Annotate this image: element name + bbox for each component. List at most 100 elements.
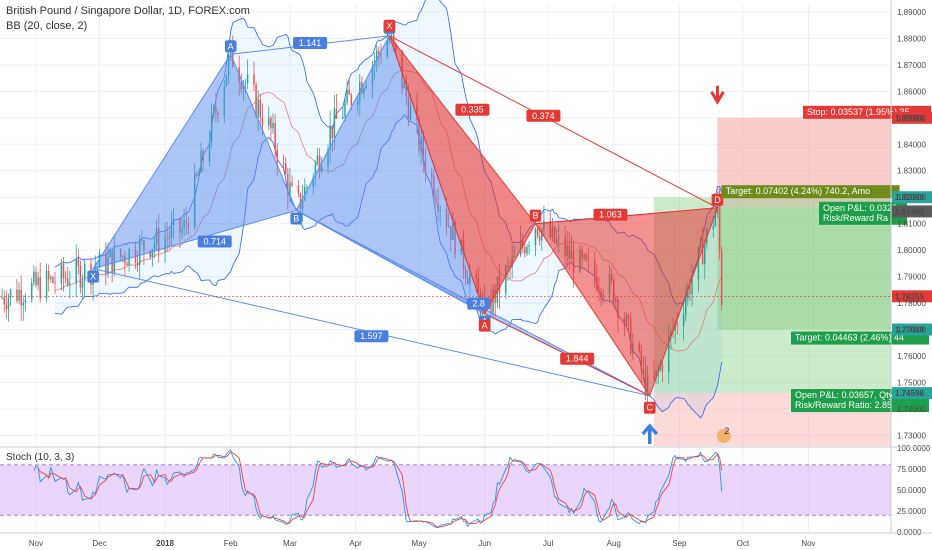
candle-body <box>668 336 670 372</box>
candle-body <box>526 246 528 254</box>
candle-body <box>60 264 63 284</box>
price-marker-text: 1.81463 <box>895 207 924 216</box>
candle-body <box>676 323 678 326</box>
candle-body <box>22 302 25 306</box>
red-point-0-box <box>383 19 396 32</box>
time-tick-label: Apr <box>349 539 362 548</box>
price-tick-label: 1.85000 <box>897 114 926 123</box>
blue-point-0: X <box>87 270 99 283</box>
red-ratio-0-box <box>455 103 490 116</box>
time-tick-label: May <box>411 539 426 548</box>
price-tick-label: 1.82000 <box>897 193 926 202</box>
candle-body <box>718 199 721 251</box>
price-marker: 1.81463 <box>892 205 932 218</box>
red-ratio-0: 0.335 <box>455 103 490 116</box>
candle-body <box>66 278 69 285</box>
candle-body <box>47 271 50 280</box>
price-tick-label: 1.74000 <box>897 405 926 414</box>
candle-body <box>314 163 317 177</box>
blue-ratio-0-text: 1.141 <box>299 38 322 48</box>
bb-legend: BB (20, close, 2) <box>6 20 88 32</box>
candle-body <box>149 250 152 257</box>
long-target-label: Target: 0.07402 (4.24%) 740.2, Amo <box>721 185 900 199</box>
candle-body <box>284 163 287 174</box>
candle-body <box>1 297 3 299</box>
price-marker: 1.82000 <box>892 191 932 204</box>
harmonic-patterns: XABXAABCDX1.1410.7141.5972.80.3350.3741.… <box>0 19 931 444</box>
price-marker-box <box>892 290 932 303</box>
candle-body <box>52 277 54 283</box>
symbol-legend: British Pound / Singapore Dollar, 1D, FO… <box>6 5 250 17</box>
price-marker-text: 1.82000 <box>895 193 924 202</box>
candle-body <box>282 162 285 164</box>
price-marker-text: 1.78255 <box>895 292 924 301</box>
price-marker-text: 1.85000 <box>895 114 924 123</box>
blue-ratio-0: 1.141 <box>293 37 328 50</box>
price-tick-label: 1.75000 <box>897 378 926 387</box>
long-target-label-box <box>721 185 900 199</box>
price-tick-label: 1.88000 <box>897 34 926 43</box>
candle-body <box>392 34 395 44</box>
candle-body <box>335 108 338 119</box>
red-point-4-box <box>711 193 724 206</box>
price-tick-label: 1.83000 <box>897 167 926 176</box>
blue-ratio-2-box <box>354 330 389 343</box>
price-marker-text: 1.74598 <box>895 389 924 398</box>
price-marker-text: 1.77000 <box>895 326 924 335</box>
candle-body <box>9 289 12 298</box>
candle-body <box>24 299 27 303</box>
candle-body <box>268 117 270 126</box>
short-stop-label-line-0: Stop: 0.03537 (1.95%) 35 <box>807 107 910 117</box>
candle-body <box>378 50 380 54</box>
long-pnl-label-line-1: Risk/Reward Ratio: 2.85 <box>795 400 892 410</box>
price-tick-label: 1.84000 <box>897 140 926 149</box>
candle-body <box>534 228 537 246</box>
price-marker-box <box>892 323 932 336</box>
blue-ratio-3-box <box>467 297 491 310</box>
candle-body <box>331 125 334 139</box>
candle-body <box>257 99 259 116</box>
red-point-2-box <box>529 209 542 222</box>
red-point-2-text: B <box>532 211 538 221</box>
time-tick-label: Oct <box>737 539 750 548</box>
red-point-1-box <box>478 319 491 332</box>
candle-body <box>528 245 530 247</box>
candle-body <box>33 271 35 283</box>
price-tick-label: 1.79000 <box>897 273 926 282</box>
candle-body <box>674 323 676 331</box>
price-marker: 1.85000 <box>892 111 932 124</box>
candle-body <box>682 314 685 326</box>
candle-body <box>287 173 289 196</box>
red-ratio-3-text: 1.844 <box>566 354 589 364</box>
blue-point-2-box <box>290 212 303 225</box>
candle-body <box>35 271 37 286</box>
candle-body <box>494 289 496 303</box>
price-tick-label: 1.89000 <box>897 8 926 17</box>
time-tick-label: Feb <box>224 539 238 548</box>
blue-point-1: A <box>224 40 237 53</box>
price-marker-box <box>892 387 932 400</box>
red-ratio-1: 0.374 <box>526 109 561 122</box>
candle-body <box>661 364 664 372</box>
candle-body <box>691 279 693 295</box>
candle-body <box>306 186 308 188</box>
candle-body <box>79 265 82 288</box>
blue-triangle-1 <box>91 53 297 270</box>
candle-body <box>687 286 689 299</box>
red-triangle-1 <box>388 35 536 315</box>
blue-point-1-text: A <box>228 41 234 51</box>
blue-ratio-3-text: 2.8 <box>472 299 485 309</box>
long-pnl-label-line-0: Open P&L: 0.03657, Qty: 90 <box>795 390 908 400</box>
candle-body <box>344 103 346 117</box>
candle-body <box>54 282 56 284</box>
candle-body <box>5 304 8 310</box>
red-ratio-1-box <box>526 109 561 122</box>
candle-body <box>18 289 20 301</box>
price-tick-label: 1.78000 <box>897 299 926 308</box>
candle-body <box>272 122 274 129</box>
candle-body <box>69 283 71 285</box>
event-badge-count: 2 <box>724 426 729 436</box>
candle-body <box>697 246 700 280</box>
